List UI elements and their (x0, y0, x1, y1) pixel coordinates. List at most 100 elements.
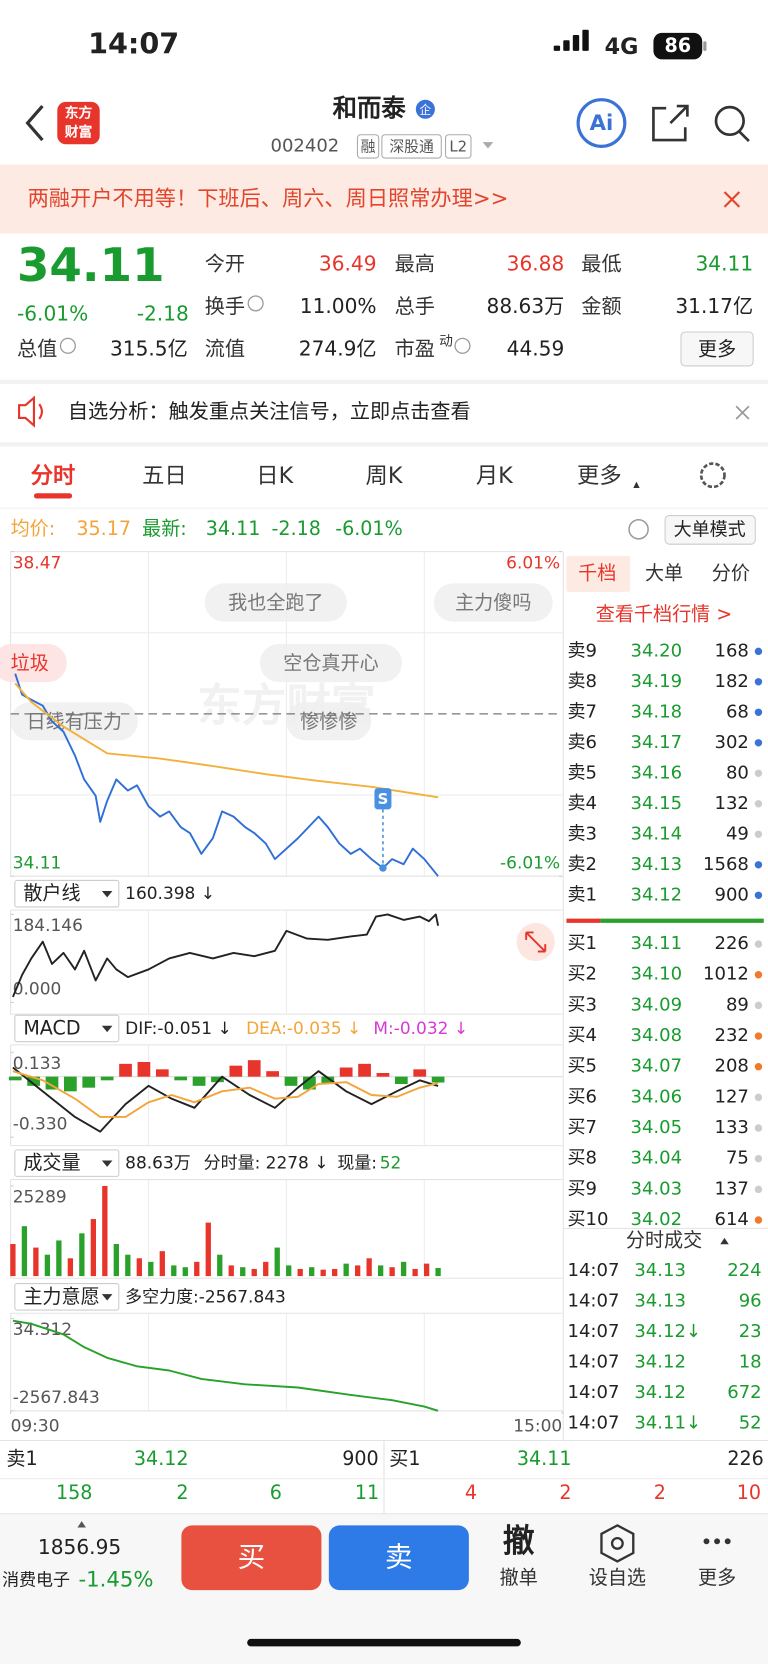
book-label: 买1 (568, 933, 597, 954)
book-label: 买4 (568, 1025, 597, 1046)
watch-icon[interactable] (600, 1524, 635, 1563)
book-volume: 1568 (703, 854, 749, 875)
volume-bar (21, 1226, 28, 1277)
search-button[interactable] (714, 105, 745, 137)
barrage-comment: 我也全跑了 (228, 591, 323, 614)
book-price: 34.18 (630, 701, 682, 722)
book-price: 34.05 (630, 1117, 682, 1138)
bid-count: 10 (737, 1481, 761, 1504)
stock-code: 002402 (270, 135, 339, 156)
volume-bar (102, 1185, 108, 1277)
book-link[interactable]: 查看千档行情 > (596, 603, 733, 626)
book-dot (754, 861, 763, 869)
field-label: 最低 (581, 252, 621, 276)
signal-marker (374, 788, 392, 810)
comment-bubble (259, 643, 403, 683)
settings-button[interactable] (699, 462, 726, 489)
book-label: 卖9 (568, 640, 597, 661)
volume-bar (228, 1265, 234, 1277)
book-label: 卖3 (568, 823, 597, 844)
tab[interactable]: 月K (476, 463, 514, 489)
sell-button[interactable] (328, 1525, 469, 1591)
clock: 14:07 (88, 27, 179, 61)
battery-tip (703, 41, 707, 51)
back-button[interactable] (25, 105, 44, 142)
book-dot (754, 940, 763, 948)
field-label: 流值 (205, 337, 245, 361)
sell-label[interactable]: 卖 (385, 1540, 413, 1573)
more-label[interactable]: 更多 (698, 338, 736, 361)
more-button[interactable] (680, 331, 754, 367)
mode-button[interactable] (664, 515, 756, 545)
volume-bar (435, 1267, 441, 1277)
book-label: 买8 (568, 1148, 597, 1169)
indicator-box[interactable] (14, 1283, 120, 1311)
field-label: 总手 (395, 294, 435, 318)
share-button[interactable] (652, 104, 689, 142)
notice-text[interactable]: 自选分析：触发重点关注信号，立即点击查看 (68, 399, 471, 423)
field-sup: 动 (439, 334, 453, 350)
buy-label[interactable]: 买 (238, 1540, 266, 1573)
index-arrow (77, 1521, 86, 1528)
book-dot (754, 1216, 763, 1224)
ai-button[interactable] (576, 98, 627, 148)
buy-button[interactable] (181, 1525, 322, 1591)
field-value: 88.63万 (487, 294, 565, 318)
indicator-box[interactable] (14, 879, 120, 908)
book-label: 买5 (568, 1056, 597, 1077)
banner[interactable] (0, 164, 768, 234)
field-label: 市盈 (395, 337, 435, 361)
comment-bubble (286, 702, 372, 741)
book-volume: 168 (715, 640, 749, 661)
indicator-name[interactable]: MACD (23, 1016, 80, 1039)
book-label: 卖8 (568, 671, 597, 692)
banner-text[interactable]: 两融开户不用等！下班后、周六、周日照常办理>> (28, 186, 509, 211)
book-price: 34.11 (630, 933, 682, 954)
book-volume: 1012 (703, 964, 749, 985)
barrage-comment: 主力傻吗 (455, 591, 531, 614)
indicator-name[interactable]: 散户线 (23, 882, 80, 905)
mode-label[interactable]: 大单模式 (674, 519, 746, 540)
more-label[interactable]: 更多 (698, 1566, 736, 1589)
tab[interactable]: 五日 (142, 463, 187, 489)
macd-bar (211, 1076, 224, 1083)
y-tick-label: 184.146 (13, 916, 83, 936)
cancel-icon[interactable]: 撤 (503, 1521, 535, 1559)
volume-bar (125, 1254, 131, 1277)
book-price: 34.14 (630, 823, 682, 844)
trade-volume: 18 (739, 1351, 762, 1372)
book-price: 34.08 (630, 1025, 682, 1046)
divider (0, 379, 768, 384)
volume-bar (33, 1247, 39, 1277)
tab[interactable]: 日K (256, 463, 294, 489)
notice-close (735, 405, 750, 420)
tab[interactable]: 分时 (31, 463, 76, 489)
cancel-label[interactable]: 撤单 (500, 1566, 538, 1589)
indicator-name[interactable]: 主力意愿 (23, 1285, 99, 1308)
indicator-arrow (101, 1294, 113, 1301)
field-label: 今开 (205, 252, 245, 276)
book-tab[interactable]: 千档 (578, 561, 616, 584)
latest-price: 34.11 (206, 517, 261, 540)
info-icon (247, 295, 264, 312)
tab[interactable]: 更多 (577, 463, 622, 489)
indicator-name[interactable]: 成交量 (23, 1151, 80, 1174)
book-volume: 75 (726, 1148, 749, 1169)
watch-label[interactable]: 设自选 (589, 1566, 646, 1589)
series-line (12, 1070, 439, 1118)
book-tab[interactable]: 大单 (645, 561, 683, 584)
book-tab[interactable]: 分价 (712, 561, 750, 584)
book-price: 34.17 (630, 732, 682, 753)
latest-change-pct: -6.01% (335, 517, 402, 540)
field-value: 11.00% (300, 294, 377, 318)
book-dot (754, 1124, 763, 1132)
book-price: 34.04 (630, 1148, 682, 1169)
indicator-box[interactable] (14, 1014, 120, 1043)
tag: L2 (449, 137, 467, 155)
y-tick-label: 34.11 (13, 853, 62, 873)
indicator-box[interactable] (14, 1149, 120, 1177)
volume-bar (423, 1263, 430, 1277)
tab[interactable]: 周K (366, 463, 404, 489)
trade-price: 34.13 (634, 1260, 686, 1281)
indicator-readout: 88.63万 (125, 1154, 191, 1174)
